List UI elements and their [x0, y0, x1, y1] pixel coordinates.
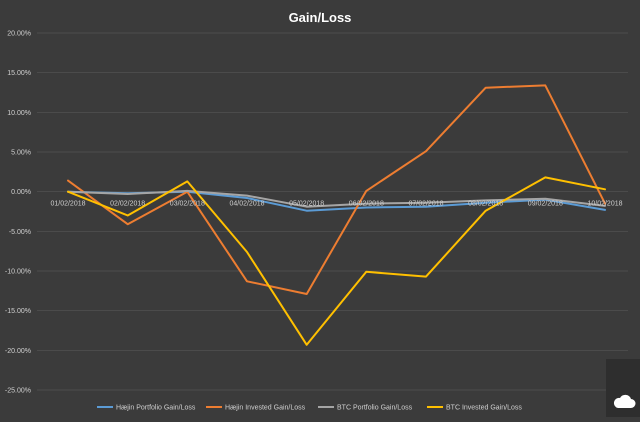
- x-tick-label: 02/02/2018: [110, 201, 145, 208]
- legend: Hæjin Portfolio Gain/Loss Hæjin Invested …: [97, 405, 522, 412]
- x-tick-label: 04/02/2018: [229, 201, 264, 208]
- x-tick-label: 09/02/2018: [528, 201, 563, 208]
- y-tick-label: -25.00%: [5, 388, 31, 395]
- y-tick-label: 20.00%: [7, 31, 31, 38]
- y-tick-label: 5.00%: [11, 150, 31, 157]
- x-axis-ticks: 01/02/2018 02/02/2018 03/02/2018 04/02/2018…: [50, 201, 622, 208]
- x-tick-label: 03/02/2018: [170, 201, 205, 208]
- legend-label: BTC Portfolio Gain/Loss: [337, 405, 413, 412]
- chart-title: Gain/Loss: [289, 10, 352, 25]
- y-tick-label: -10.00%: [5, 269, 31, 276]
- cloud-icon: [613, 394, 636, 408]
- gridlines: [37, 32, 628, 391]
- legend-label: BTC Invested Gain/Loss: [446, 405, 522, 412]
- series-lines: [67, 84, 606, 346]
- y-tick-label: 10.00%: [7, 110, 31, 117]
- y-tick-label: 15.00%: [7, 70, 31, 77]
- series-line-1: [67, 190, 606, 212]
- legend-label: Hæjin Portfolio Gain/Loss: [116, 405, 196, 412]
- series-line-2: [67, 84, 606, 295]
- x-tick-label: 08/02/2018: [468, 201, 503, 208]
- x-tick-label: 07/02/2018: [408, 201, 443, 208]
- y-tick-label: -15.00%: [5, 308, 31, 315]
- x-tick-label: 01/02/2018: [50, 201, 85, 208]
- y-tick-label: 0.00%: [11, 189, 31, 196]
- corner-logo: [606, 359, 640, 417]
- legend-label: Hæjin Invested Gain/Loss: [225, 405, 306, 412]
- series-line-4: [67, 176, 606, 346]
- x-tick-label: 05/02/2018: [289, 201, 324, 208]
- series-line-3: [67, 189, 606, 208]
- x-tick-label: 10/02/2018: [587, 201, 622, 208]
- y-axis-ticks: 20.00% 15.00% 10.00% 5.00% 0.00% -5.00% -10.00…: [5, 31, 31, 395]
- y-tick-label: -5.00%: [9, 229, 31, 236]
- y-tick-label: -20.00%: [5, 348, 31, 355]
- x-tick-label: 06/02/2018: [349, 201, 384, 208]
